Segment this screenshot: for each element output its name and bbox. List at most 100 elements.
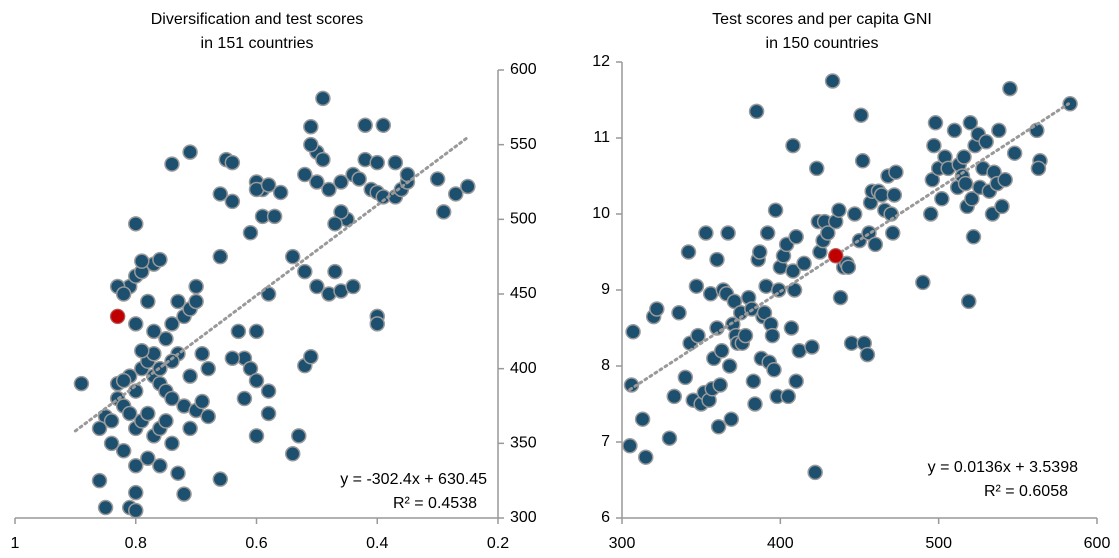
point bbox=[134, 253, 150, 269]
point bbox=[212, 186, 229, 202]
x-tick-label: 400 bbox=[767, 535, 794, 552]
point bbox=[309, 278, 325, 295]
y-tick-label: 300 bbox=[510, 509, 537, 526]
point bbox=[369, 316, 385, 332]
point bbox=[164, 435, 180, 452]
trend-equation: y = -302.4x + 630.45 bbox=[340, 471, 487, 488]
point bbox=[785, 137, 801, 154]
point bbox=[115, 372, 132, 389]
point bbox=[212, 471, 229, 487]
point bbox=[752, 244, 768, 260]
point bbox=[859, 346, 876, 363]
x-tick-label: 0.4 bbox=[366, 535, 388, 552]
trend-equation: R² = 0.4538 bbox=[393, 495, 477, 512]
x-tick-label: 600 bbox=[1084, 535, 1111, 552]
point bbox=[873, 187, 890, 203]
point bbox=[182, 368, 198, 384]
point bbox=[224, 193, 241, 210]
point bbox=[200, 408, 216, 425]
point bbox=[182, 144, 198, 160]
point bbox=[128, 216, 144, 232]
point bbox=[712, 377, 728, 393]
point bbox=[315, 151, 331, 168]
point bbox=[297, 263, 313, 280]
point bbox=[73, 375, 90, 392]
point bbox=[915, 274, 931, 291]
point bbox=[164, 353, 180, 369]
point bbox=[809, 160, 825, 177]
point bbox=[158, 331, 174, 347]
point bbox=[671, 305, 687, 321]
point bbox=[804, 339, 820, 355]
point bbox=[747, 396, 763, 412]
highlight-point bbox=[828, 248, 844, 264]
y-tick-label: 12 bbox=[592, 53, 610, 70]
point bbox=[200, 360, 216, 377]
x-tick-label: 0.6 bbox=[245, 535, 267, 552]
point bbox=[690, 327, 706, 344]
point bbox=[623, 377, 640, 393]
chart-title: in 151 countries bbox=[201, 35, 314, 52]
point bbox=[315, 90, 331, 107]
y-tick-label: 10 bbox=[592, 205, 610, 222]
point bbox=[291, 428, 307, 444]
point bbox=[927, 115, 944, 131]
point bbox=[460, 178, 476, 195]
trendline bbox=[628, 102, 1070, 392]
point bbox=[429, 171, 446, 187]
point bbox=[158, 413, 174, 429]
chart-title: in 150 countries bbox=[766, 35, 879, 52]
point bbox=[260, 383, 277, 399]
y-tick-label: 350 bbox=[510, 435, 537, 452]
point bbox=[260, 177, 277, 193]
chart-title: Test scores and per capita GNI bbox=[712, 11, 932, 28]
trend-equation: R² = 0.6058 bbox=[984, 483, 1068, 500]
point bbox=[248, 428, 265, 444]
point bbox=[224, 350, 241, 366]
point bbox=[164, 316, 180, 332]
point bbox=[788, 373, 804, 389]
y-tick-label: 550 bbox=[510, 136, 537, 153]
point bbox=[745, 373, 762, 389]
point bbox=[994, 198, 1010, 215]
point bbox=[854, 153, 871, 169]
point bbox=[766, 362, 782, 378]
point bbox=[666, 388, 682, 405]
point bbox=[723, 411, 739, 427]
point bbox=[888, 164, 904, 180]
point bbox=[1006, 145, 1023, 161]
point bbox=[791, 343, 808, 359]
point bbox=[140, 293, 156, 310]
point bbox=[128, 502, 144, 519]
point bbox=[303, 118, 319, 135]
trendline bbox=[73, 135, 470, 433]
point bbox=[134, 342, 150, 359]
point bbox=[786, 282, 803, 298]
point bbox=[820, 225, 836, 241]
point bbox=[121, 405, 138, 422]
point bbox=[788, 229, 804, 245]
point bbox=[780, 388, 796, 405]
point bbox=[97, 499, 114, 516]
point bbox=[677, 369, 694, 386]
point bbox=[115, 286, 132, 302]
point bbox=[1030, 160, 1047, 177]
x-tick-label: 0.2 bbox=[487, 535, 509, 552]
point bbox=[764, 327, 781, 344]
point bbox=[357, 117, 373, 134]
point bbox=[997, 172, 1013, 188]
point bbox=[260, 405, 277, 422]
y-tick-label: 600 bbox=[510, 61, 537, 78]
point bbox=[152, 457, 168, 474]
point bbox=[435, 204, 452, 220]
point bbox=[847, 206, 863, 222]
point bbox=[303, 136, 319, 153]
point bbox=[649, 301, 665, 317]
y-tick-label: 400 bbox=[510, 360, 537, 377]
point bbox=[128, 316, 144, 332]
y-tick-label: 6 bbox=[601, 509, 610, 526]
point bbox=[212, 248, 229, 265]
point bbox=[709, 251, 725, 268]
point bbox=[140, 450, 156, 467]
